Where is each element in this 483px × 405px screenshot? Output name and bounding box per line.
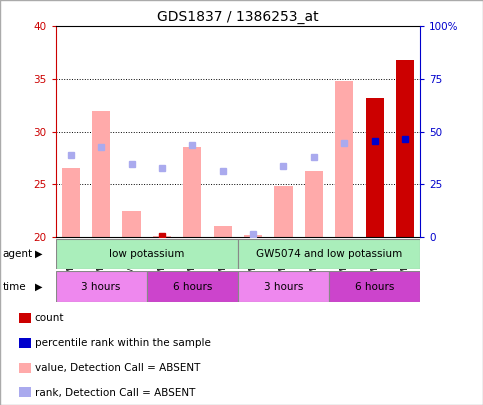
Text: percentile rank within the sample: percentile rank within the sample xyxy=(35,338,211,348)
Bar xyxy=(122,211,141,237)
Bar xyxy=(335,81,354,237)
Bar xyxy=(244,235,262,237)
Bar xyxy=(213,226,232,237)
Bar xyxy=(305,171,323,237)
Bar xyxy=(62,168,80,237)
Bar xyxy=(396,60,414,237)
Text: ▶: ▶ xyxy=(35,249,43,259)
Bar xyxy=(56,271,147,302)
Bar xyxy=(366,98,384,237)
Bar xyxy=(238,271,329,302)
Bar xyxy=(153,236,171,237)
Bar xyxy=(274,186,293,237)
Bar xyxy=(329,271,420,302)
Text: agent: agent xyxy=(2,249,32,259)
Text: count: count xyxy=(35,313,64,323)
Text: low potassium: low potassium xyxy=(109,249,185,259)
Text: rank, Detection Call = ABSENT: rank, Detection Call = ABSENT xyxy=(35,388,195,398)
Text: 6 hours: 6 hours xyxy=(172,281,212,292)
Bar xyxy=(238,239,420,269)
Bar xyxy=(92,111,110,237)
Title: GDS1837 / 1386253_at: GDS1837 / 1386253_at xyxy=(157,10,319,24)
Bar xyxy=(183,147,201,237)
Bar xyxy=(147,271,238,302)
Bar xyxy=(56,239,238,269)
Text: value, Detection Call = ABSENT: value, Detection Call = ABSENT xyxy=(35,363,200,373)
Text: time: time xyxy=(2,281,26,292)
Text: GW5074 and low potassium: GW5074 and low potassium xyxy=(256,249,402,259)
Text: 6 hours: 6 hours xyxy=(355,281,394,292)
Text: 3 hours: 3 hours xyxy=(82,281,121,292)
Text: ▶: ▶ xyxy=(35,281,43,292)
Text: 3 hours: 3 hours xyxy=(264,281,303,292)
